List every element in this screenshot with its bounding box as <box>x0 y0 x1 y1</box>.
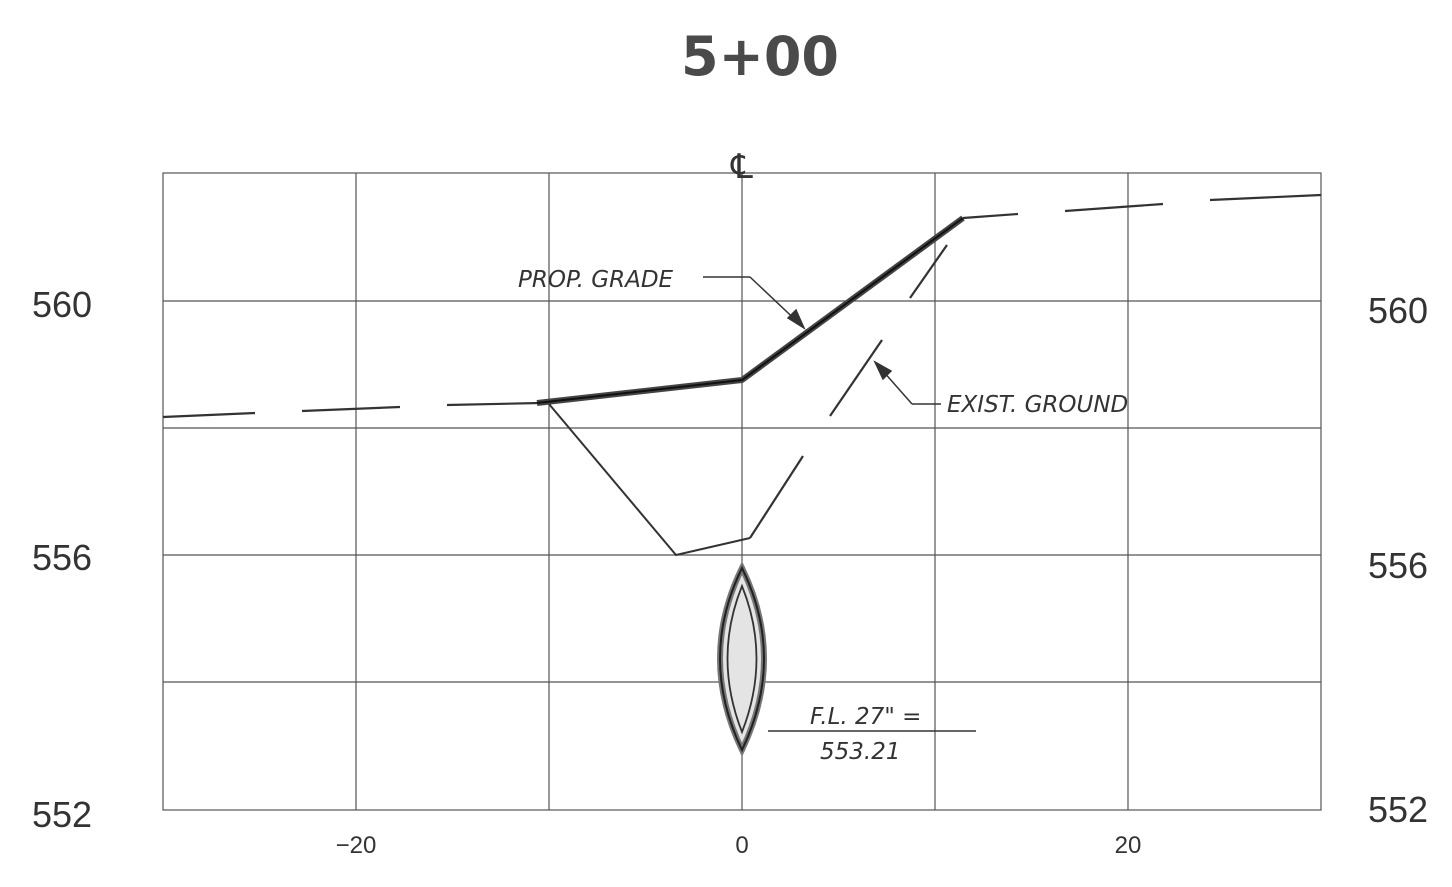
pipe-culvert <box>717 561 767 757</box>
left-elevation-552: 552 <box>32 794 92 835</box>
exist-ground-leader <box>873 360 941 405</box>
right-elevation-552: 552 <box>1368 789 1428 830</box>
station-title: 5+00 <box>681 25 839 88</box>
right-elevation-556: 556 <box>1368 545 1428 586</box>
existing-ground-line <box>162 193 1322 539</box>
exist-ground-label: EXIST. GROUND <box>947 392 1128 418</box>
offset-label-20: 20 <box>1115 832 1142 859</box>
offset-label-neg20: −20 <box>336 832 377 859</box>
left-elevation-560: 560 <box>32 284 92 325</box>
offset-label-0: 0 <box>735 832 748 859</box>
fl-label-line1: F.L. 27" = <box>810 704 921 730</box>
centerline-symbol: ℄ <box>730 147 753 187</box>
proposed-grade-line-core <box>536 217 964 404</box>
left-elevation-556: 556 <box>32 537 92 578</box>
prop-grade-label: PROP. GRADE <box>518 267 674 293</box>
fl-label-line2: 553.21 <box>820 739 900 765</box>
ditch-line <box>548 403 751 557</box>
right-elevation-560: 560 <box>1368 290 1428 331</box>
prop-grade-leader <box>703 276 806 330</box>
